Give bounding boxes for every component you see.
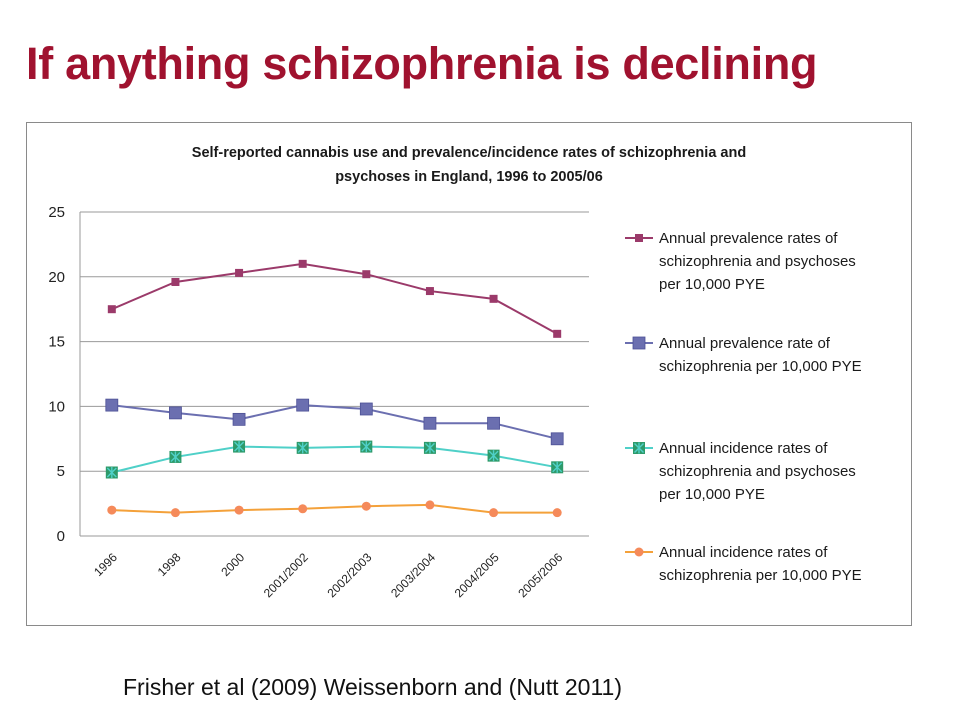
x-tick-label: 1998 xyxy=(155,550,184,579)
legend-marker-3 xyxy=(633,442,645,454)
series-line-1 xyxy=(111,262,558,335)
citation: Frisher et al (2009) Weissenborn and (Nu… xyxy=(123,674,623,700)
slide-title: If anything schizophrenia is declining xyxy=(26,38,818,89)
data-point-s1 xyxy=(107,305,116,314)
data-point-s3 xyxy=(296,441,309,454)
data-point-s2 xyxy=(105,398,119,412)
data-point-s4 xyxy=(234,505,244,515)
data-point-s1 xyxy=(235,268,244,277)
data-point-s4 xyxy=(489,508,499,518)
data-point-s2 xyxy=(169,406,182,420)
data-point-s4 xyxy=(552,508,562,518)
chart-title-line: psychoses in England, 1996 to 2005/06 xyxy=(335,169,603,185)
line-chart: Self-reported cannabis use and prevalenc… xyxy=(48,145,862,600)
data-point-s4 xyxy=(170,508,180,518)
series-line-3 xyxy=(111,445,558,474)
chart-frame: Self-reported cannabis use and prevalenc… xyxy=(26,122,912,626)
legend-label: per 10,000 PYE xyxy=(659,276,765,293)
data-point-s1 xyxy=(298,259,307,268)
data-point-s3 xyxy=(169,450,182,463)
legend-label: schizophrenia and psychoses xyxy=(659,253,856,270)
legend-label: schizophrenia per 10,000 PYE xyxy=(659,358,862,375)
data-point-s3 xyxy=(233,440,246,453)
data-point-s4 xyxy=(361,501,371,511)
legend-label: Annual prevalence rates of xyxy=(659,230,838,247)
data-point-s3 xyxy=(551,461,564,474)
data-point-s2 xyxy=(232,412,246,426)
x-tick-label: 1996 xyxy=(91,550,120,579)
data-point-s3 xyxy=(487,449,500,462)
legend-label: Annual incidence rates of xyxy=(659,544,828,561)
data-point-s2 xyxy=(550,432,564,446)
legend-label: per 10,000 PYE xyxy=(659,486,765,503)
data-point-s1 xyxy=(489,294,498,303)
data-point-s2 xyxy=(296,398,310,412)
x-tick-label: 2004/2005 xyxy=(452,550,502,600)
data-point-s4 xyxy=(425,500,435,510)
data-point-s3 xyxy=(423,441,436,454)
legend-marker-4 xyxy=(634,547,644,557)
y-tick-label: 20 xyxy=(48,269,65,286)
data-point-s2 xyxy=(359,402,373,416)
x-tick-label: 2002/2003 xyxy=(324,550,374,600)
y-tick-label: 0 xyxy=(57,528,65,545)
y-tick-label: 15 xyxy=(48,334,65,351)
x-tick-label: 2000 xyxy=(218,550,247,579)
data-point-s2 xyxy=(423,416,437,430)
data-point-s3 xyxy=(105,466,118,479)
chart-title-line: Self-reported cannabis use and prevalenc… xyxy=(192,145,746,161)
data-point-s1 xyxy=(362,270,371,279)
y-tick-label: 25 xyxy=(48,204,65,221)
data-point-s4 xyxy=(298,504,308,514)
data-point-s1 xyxy=(171,277,180,286)
legend-marker-2 xyxy=(632,336,646,350)
x-tick-label: 2001/2002 xyxy=(261,550,311,600)
legend-label: schizophrenia per 10,000 PYE xyxy=(659,567,862,584)
series-line-2 xyxy=(111,404,558,440)
x-tick-label: 2003/2004 xyxy=(388,550,438,600)
data-point-s3 xyxy=(360,440,373,453)
y-tick-label: 10 xyxy=(48,398,65,415)
data-point-s2 xyxy=(487,416,500,430)
data-point-s1 xyxy=(553,329,562,338)
data-point-s4 xyxy=(107,505,117,515)
y-tick-label: 5 xyxy=(57,463,65,480)
legend-label: schizophrenia and psychoses xyxy=(659,463,856,480)
legend-label: Annual incidence rates of xyxy=(659,440,828,457)
series-line-4 xyxy=(111,503,558,514)
legend-marker-1 xyxy=(635,234,643,242)
x-tick-label: 2005/2006 xyxy=(515,550,565,600)
legend-label: Annual prevalence rate of xyxy=(659,335,831,352)
data-point-s1 xyxy=(425,287,434,296)
